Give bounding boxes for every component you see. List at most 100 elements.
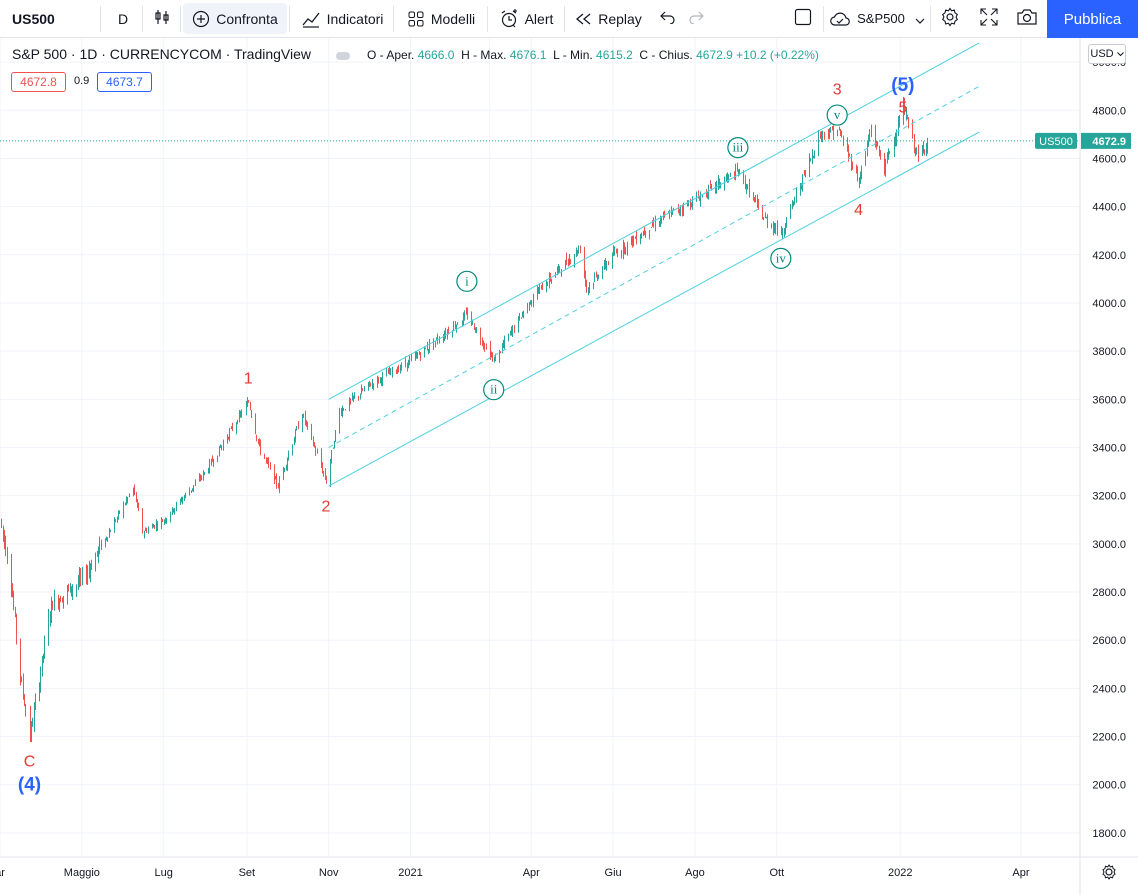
- alarm-clock-icon: [499, 8, 519, 29]
- wave-label: C: [24, 754, 36, 771]
- symbol-tag: [1035, 132, 1077, 149]
- buy-price-button[interactable]: 4673.7: [97, 72, 152, 92]
- high-value: 4676.1: [509, 48, 547, 62]
- ohlc-values: O - Aper. 4666.0 H - Max. 4676.1 L - Min…: [367, 48, 819, 62]
- interval-button[interactable]: D: [117, 10, 129, 27]
- toolbar-divider: [142, 6, 143, 32]
- wave-label-circle: [483, 379, 505, 401]
- publish-button[interactable]: Pubblica: [1047, 0, 1138, 38]
- replay-button[interactable]: Replay: [568, 0, 648, 37]
- x-tick-label: Maggio: [64, 867, 100, 879]
- toolbar-divider: [100, 6, 101, 32]
- grid-icon: [407, 10, 425, 28]
- last-price-tag: [1081, 132, 1131, 149]
- y-tick-label: 2800.0: [1092, 587, 1126, 599]
- redo-icon: [688, 10, 704, 27]
- currency-select[interactable]: USD: [1088, 44, 1126, 64]
- compare-label: Confronta: [216, 10, 278, 27]
- wave-label: 2: [322, 498, 331, 515]
- spread-value: 0.9: [74, 75, 90, 87]
- indicators-icon: [301, 10, 321, 28]
- toolbar-divider: [393, 6, 394, 32]
- x-tick-label: Lug: [154, 867, 172, 879]
- gear-icon: [1105, 868, 1113, 876]
- alert-label: Alert: [524, 10, 554, 27]
- select-box-button[interactable]: [788, 0, 818, 37]
- indicators-button[interactable]: Indicatori: [293, 0, 391, 37]
- wave-label: (4): [18, 775, 41, 796]
- undo-button[interactable]: [655, 0, 681, 37]
- y-tick-label: 2200.0: [1092, 732, 1126, 744]
- wave-label: iv: [776, 250, 787, 265]
- open-value: 4666.0: [417, 48, 455, 62]
- y-tick-label: 4400.0: [1092, 202, 1126, 214]
- close-value: 4672.9: [696, 48, 733, 62]
- symbol-search-button[interactable]: US500: [12, 10, 55, 27]
- x-tick-label: Nov: [319, 867, 339, 879]
- x-tick-label: 2022: [888, 867, 912, 879]
- x-tick-label: Set: [239, 867, 256, 879]
- wave-label: 3: [833, 82, 842, 99]
- templates-button[interactable]: Modelli: [397, 0, 485, 37]
- chart-legend-title: S&P 500 · 1D · CURRENCYCOM · TradingView: [12, 46, 312, 62]
- legend-more-icon[interactable]: [336, 52, 350, 60]
- toolbar-divider: [930, 6, 931, 32]
- templates-label: Modelli: [430, 10, 476, 27]
- wave-label: i: [465, 273, 469, 288]
- indicators-label: Indicatori: [326, 10, 384, 27]
- high-label: H - Max.: [461, 48, 507, 62]
- chart-background: [0, 38, 1138, 895]
- y-tick-label: 2600.0: [1092, 635, 1126, 647]
- y-tick-label: 4600.0: [1092, 153, 1126, 165]
- fullscreen-button[interactable]: [972, 0, 1006, 37]
- compare-button[interactable]: Confronta: [183, 3, 287, 34]
- sell-price-button[interactable]: 4672.8: [11, 72, 66, 92]
- square-icon: [794, 8, 812, 29]
- x-tick-label: Apr: [523, 867, 540, 879]
- wave-label: v: [834, 107, 841, 122]
- trend-channel-line: [328, 131, 980, 487]
- wave-label-circle: [727, 137, 749, 159]
- y-tick-label: 4200.0: [1092, 250, 1126, 262]
- settings-button[interactable]: [934, 0, 966, 37]
- wave-label-circle: [770, 247, 792, 270]
- y-tick-label: 1800.0: [1092, 828, 1126, 840]
- toolbar-divider: [180, 6, 181, 32]
- redo-button[interactable]: [683, 0, 709, 37]
- fullscreen-icon: [980, 8, 998, 29]
- alert-button[interactable]: Alert: [491, 0, 561, 37]
- gear-icon: [940, 7, 960, 30]
- trend-channel-line: [328, 42, 980, 400]
- y-tick-label: 2400.0: [1092, 683, 1126, 695]
- symbol-tag-label: US500: [1039, 136, 1073, 148]
- y-tick-label: 4000.0: [1092, 298, 1126, 310]
- axis-settings-icon[interactable]: [1102, 864, 1116, 880]
- layout-menu-button[interactable]: S&P500: [827, 0, 927, 37]
- plus-circle-icon: [192, 10, 210, 28]
- wave-label: 1: [244, 371, 253, 388]
- chart-type-button[interactable]: [146, 0, 178, 37]
- toolbar-divider: [289, 6, 290, 32]
- last-price-label: 4672.9: [1092, 136, 1126, 148]
- x-tick-label: Ott: [769, 867, 784, 879]
- y-tick-label: 3600.0: [1092, 394, 1126, 406]
- candles-group: [1, 96, 928, 743]
- snapshot-button[interactable]: [1010, 0, 1044, 37]
- x-tick-label: Ago: [685, 867, 705, 879]
- replay-label: Replay: [598, 10, 642, 27]
- x-tick-label: 2021: [398, 867, 422, 879]
- undo-icon: [660, 10, 676, 27]
- chevron-down-icon: [915, 11, 925, 27]
- wave-label: ii: [490, 382, 498, 397]
- price-chart[interactable]: 1800.0 2000.0 2200.0 2400.0 2600.0 2800.0 3000…: [0, 38, 1138, 895]
- wave-label-circle: [456, 270, 478, 292]
- toolbar-divider: [487, 6, 488, 32]
- y-tick-label: 4800.0: [1092, 105, 1126, 117]
- y-tick-label: 3800.0: [1092, 346, 1126, 358]
- camera-icon: [1016, 8, 1038, 29]
- wave-label: 5: [898, 100, 907, 117]
- low-label: L - Min.: [553, 48, 593, 62]
- x-tick-label: Apr: [1012, 867, 1029, 879]
- y-tick-label: 3400.0: [1092, 443, 1126, 455]
- wave-label-circle: [826, 104, 848, 126]
